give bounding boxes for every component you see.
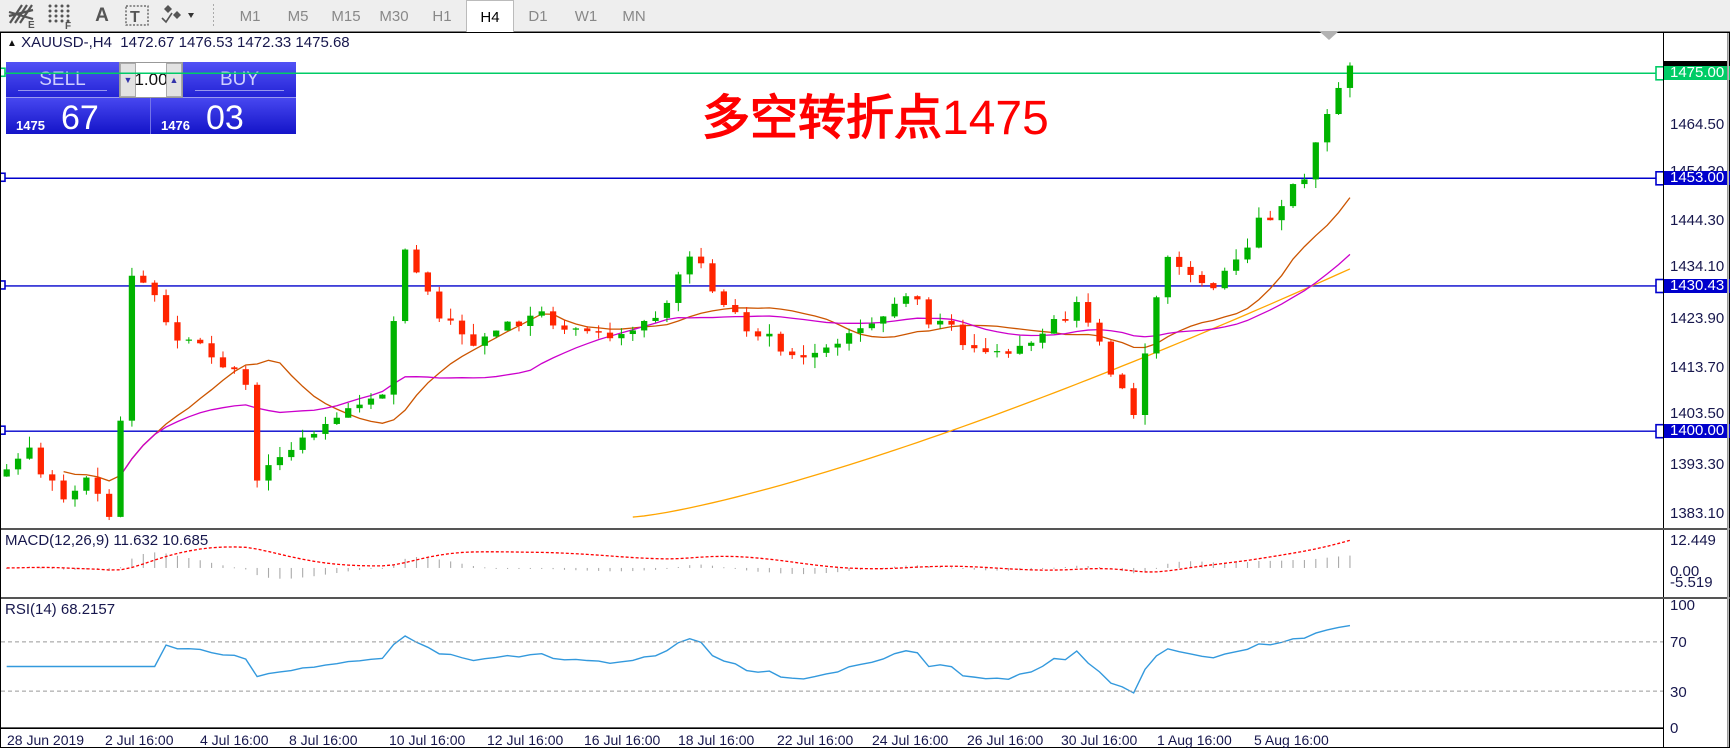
svg-text:T: T [130, 9, 140, 26]
svg-text:E: E [28, 20, 35, 31]
svg-text:F: F [65, 21, 71, 32]
